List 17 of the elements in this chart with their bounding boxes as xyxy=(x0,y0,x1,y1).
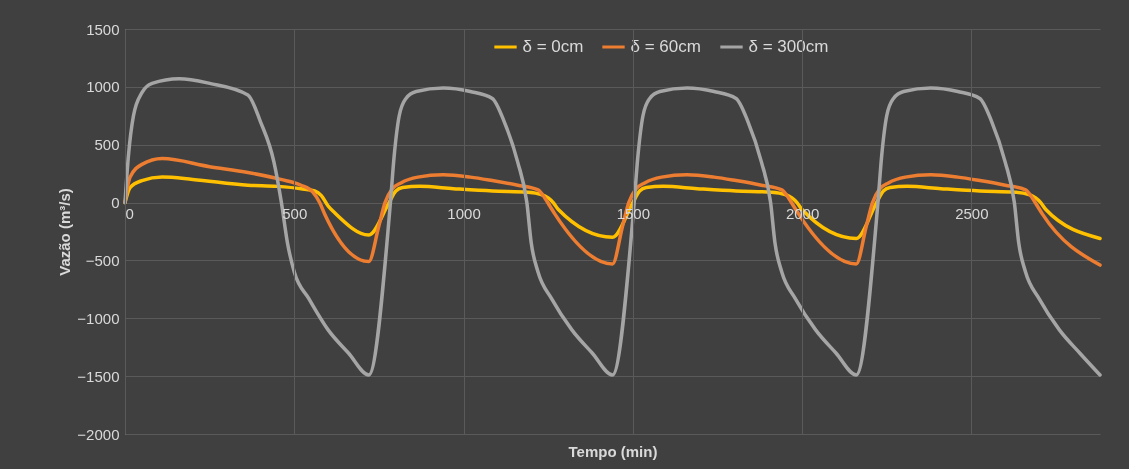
legend-label: δ = 300cm xyxy=(748,37,829,56)
x-tick-label: 1000 xyxy=(447,205,481,223)
y-axis-title: Vazão (m³/s) xyxy=(56,188,74,276)
line-series xyxy=(123,77,1102,377)
y-tick-label: 500 xyxy=(94,136,120,154)
y-tick-label: −500 xyxy=(85,251,120,269)
x-tick-label: 0 xyxy=(125,205,134,223)
x-tick-label: 2500 xyxy=(955,205,989,223)
y-tick-label: −2000 xyxy=(77,425,120,443)
legend-label: δ = 0cm xyxy=(522,37,584,56)
x-axis-title: Tempo (min) xyxy=(568,442,658,460)
y-tick-label: −1000 xyxy=(77,309,120,327)
y-tick-label: 1500 xyxy=(86,20,120,38)
line-series xyxy=(123,156,1102,267)
y-tick-label: −1500 xyxy=(77,367,120,385)
y-tick-label: 1000 xyxy=(86,78,120,96)
y-tick-label: 0 xyxy=(111,194,120,212)
